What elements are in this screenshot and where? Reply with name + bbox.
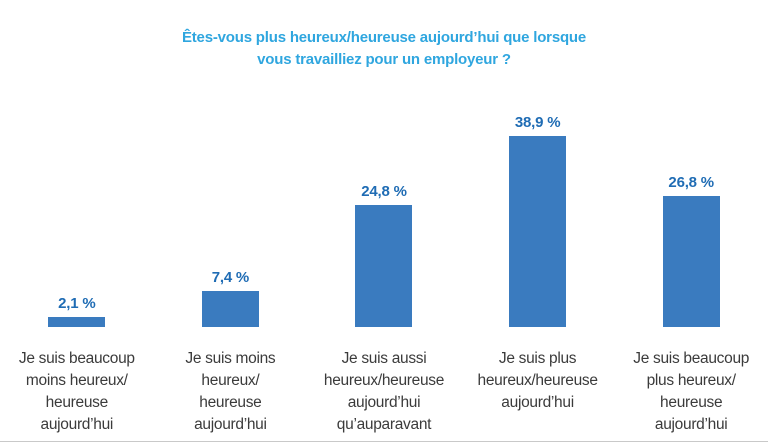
bar (662, 196, 720, 327)
bar-value-label: 26,8 % (668, 174, 714, 191)
bar (48, 317, 106, 327)
bar-value-label: 2,1 % (58, 295, 96, 312)
bar (355, 205, 413, 327)
bar-group: 2,1 % Je suis beaucoup moins heureux/ he… (0, 0, 154, 444)
bar-group: 38,9 % Je suis plus heureux/heureuse auj… (461, 0, 615, 444)
bar-value-label: 7,4 % (211, 269, 250, 286)
bar-value-label: 24,8 % (361, 183, 407, 200)
bar-value-label: 38,9 % (514, 114, 561, 131)
chart-title: Êtes-vous plus heureux/heureuse aujourd’… (181, 29, 587, 68)
bottom-divider (0, 441, 768, 442)
bar-category-label: Je suis plus heureux/heureuse aujourd’hu… (477, 350, 598, 411)
bar (201, 291, 259, 327)
bar (509, 136, 567, 327)
bar-group: 7,4 % Je suis moins heureux/ heureuse au… (154, 0, 308, 444)
bar-category-label: Je suis beaucoup plus heureux/ heureuse … (633, 350, 750, 433)
bar-group: 26,8 % Je suis beaucoup plus heureux/ he… (614, 0, 768, 444)
bar-category-label: Je suis moins heureux/ heureuse aujourd’… (185, 350, 276, 433)
bar-category-label: Je suis beaucoup moins heureux/ heureuse… (18, 350, 135, 433)
bar-group: 24,8 % Je suis aussi heureux/heureuse au… (307, 0, 461, 444)
bar-category-label: Je suis aussi heureux/heureuse aujourd’h… (323, 350, 445, 433)
